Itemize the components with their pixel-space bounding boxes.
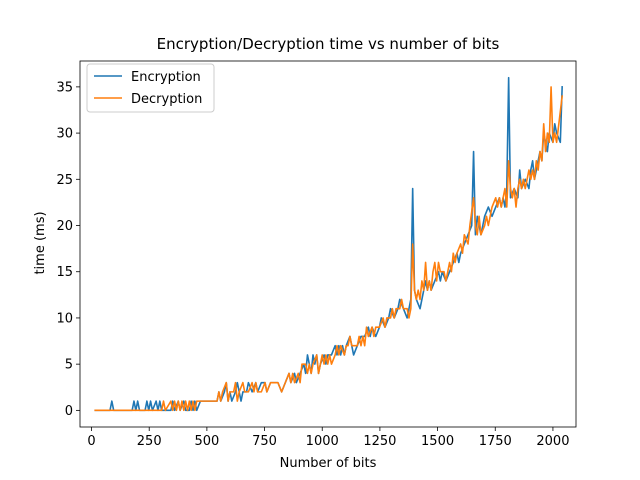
x-tick-label: 1750	[479, 434, 512, 449]
x-tick-label: 1500	[421, 434, 454, 449]
x-tick-label: 250	[137, 434, 162, 449]
plot-area: 0 250 500 750 1000 1250 1500 1750 2000 0 5 10 15 20 25…	[56, 60, 577, 449]
chart-title: Encryption/Decryption time vs number of …	[157, 35, 500, 53]
x-tick-label: 1250	[363, 434, 396, 449]
x-tick-label: 0	[87, 434, 95, 449]
legend-label-encryption: Encryption	[131, 70, 201, 85]
y-tick-label: 10	[56, 311, 73, 326]
legend-label-decryption: Decryption	[131, 92, 202, 107]
legend: Encryption Decryption	[86, 63, 215, 113]
y-tick-label: 5	[65, 358, 73, 373]
x-tick-label: 500	[194, 434, 219, 449]
y-tick-label: 35	[56, 80, 73, 95]
y-tick-label: 15	[56, 265, 73, 280]
x-axis-label: Number of bits	[280, 456, 377, 471]
y-tick-label: 30	[56, 127, 73, 142]
y-tick-label: 0	[65, 404, 73, 419]
y-tick-label: 20	[56, 219, 73, 234]
y-tick-label: 25	[56, 173, 73, 188]
axes-frame	[79, 60, 577, 428]
x-tick-label: 1000	[306, 434, 339, 449]
x-tick-label: 750	[252, 434, 277, 449]
y-axis-label: time (ms)	[33, 211, 48, 274]
x-tick-label: 2000	[536, 434, 569, 449]
series-line-decryption	[94, 86, 564, 412]
